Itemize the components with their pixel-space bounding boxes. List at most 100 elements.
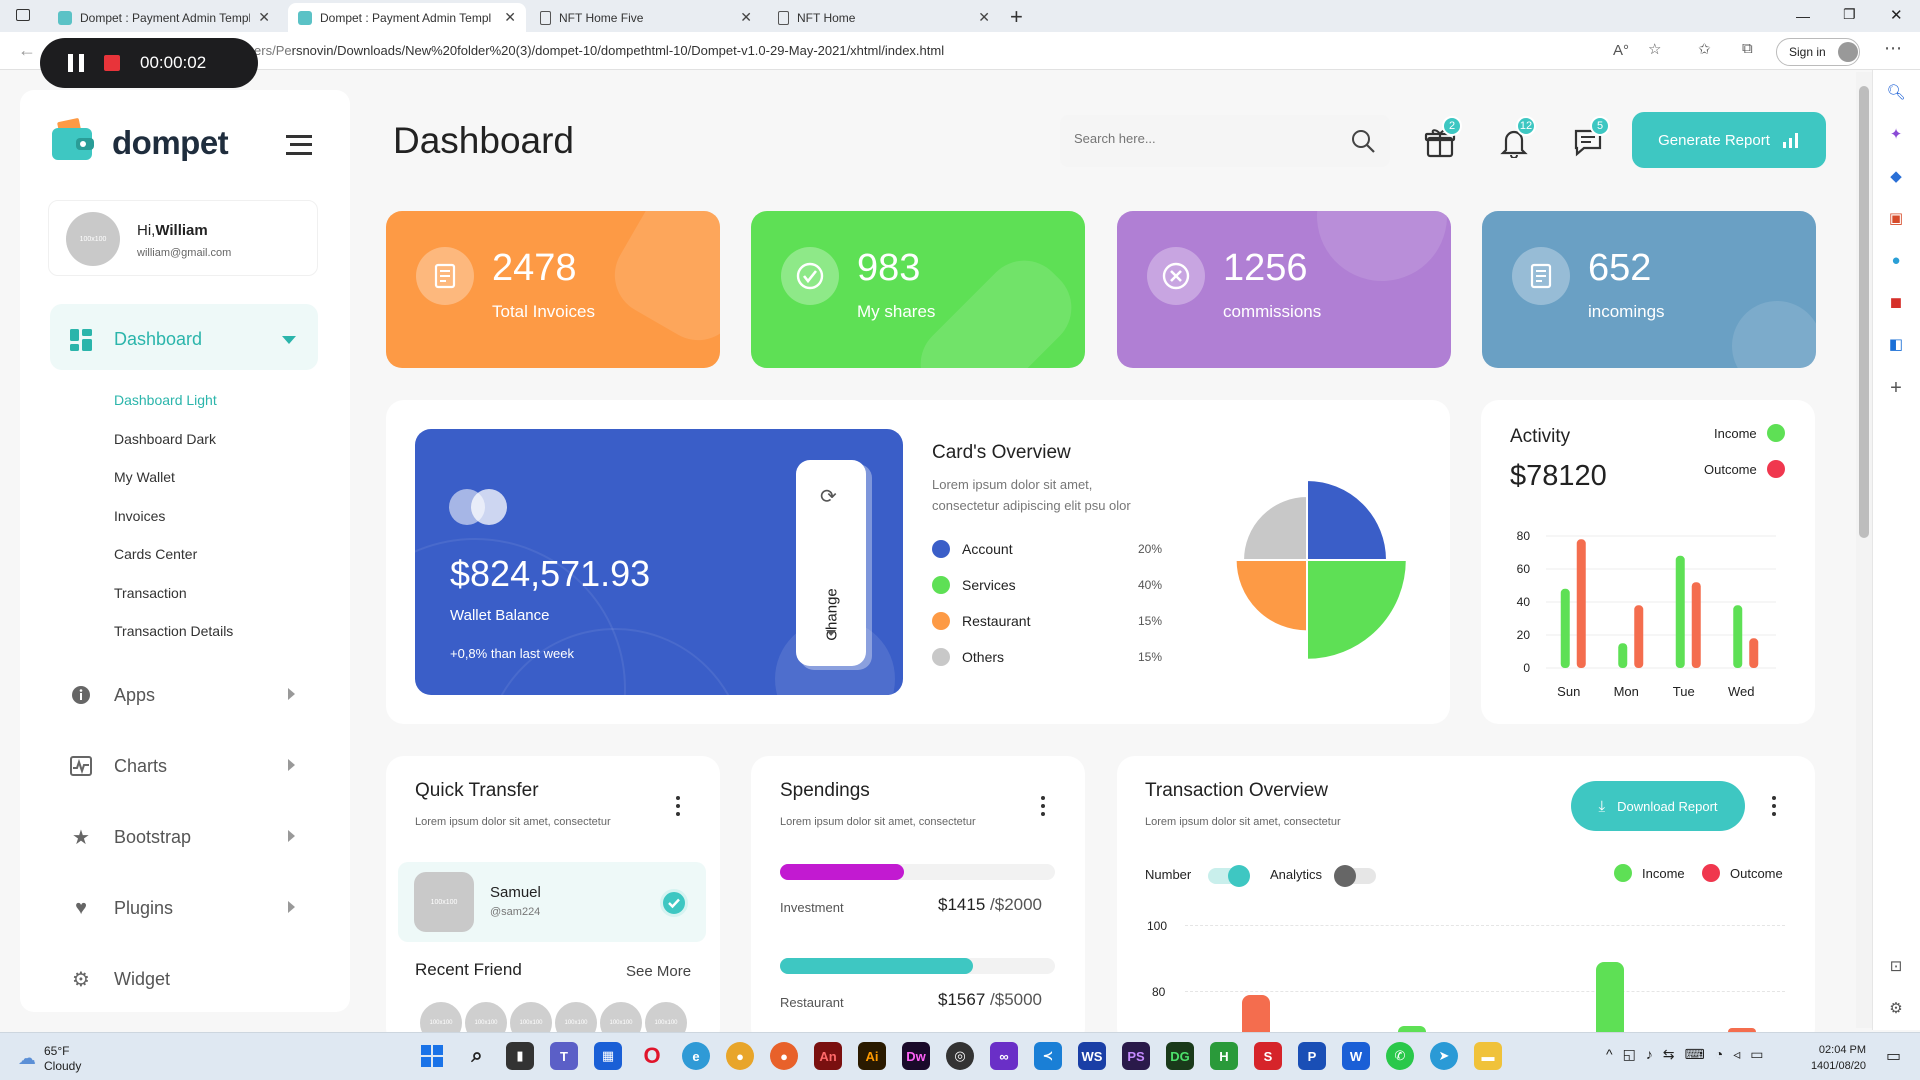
close-window-icon[interactable]: ✕ <box>1890 7 1903 24</box>
file-explorer-icon[interactable]: ▬ <box>1474 1042 1502 1070</box>
notification-center-icon[interactable]: ▭ <box>1886 1048 1902 1065</box>
browser-tab-1[interactable]: Dompet : Payment Admin Templ ✕ <box>48 3 280 32</box>
number-toggle[interactable] <box>1208 865 1250 887</box>
chrome-icon[interactable]: ● <box>726 1042 754 1070</box>
sidebar-item-charts[interactable]: Charts <box>70 755 167 777</box>
office-icon[interactable]: ◼ <box>1889 294 1903 311</box>
submenu-invoices[interactable]: Invoices <box>114 508 166 524</box>
weather-widget[interactable]: 65°F Cloudy <box>44 1044 81 1074</box>
new-tab-button[interactable]: + <box>1010 4 1023 29</box>
screen-recorder[interactable]: 00:00:02 <box>40 38 258 88</box>
see-more-link[interactable]: See More <box>626 963 692 980</box>
close-tab-icon[interactable]: ✕ <box>504 9 516 25</box>
visual-studio-icon[interactable]: ∞ <box>990 1042 1018 1070</box>
gift-icon[interactable] <box>1424 126 1456 158</box>
restore-icon[interactable]: ❐ <box>1843 6 1856 22</box>
dreamweaver-icon[interactable]: Dw <box>902 1042 930 1070</box>
bell-icon[interactable] <box>1498 126 1530 158</box>
store-icon[interactable]: ▦ <box>594 1042 622 1070</box>
stat-card-total-invoices[interactable]: 2478 Total Invoices <box>386 211 720 368</box>
edge-icon[interactable]: e <box>682 1042 710 1070</box>
close-tab-icon[interactable]: ✕ <box>978 9 990 25</box>
telegram-icon[interactable]: ➤ <box>1430 1042 1458 1070</box>
word-icon[interactable]: W <box>1342 1042 1370 1070</box>
opera-icon[interactable]: O <box>643 1043 661 1068</box>
sidebar-toggle-icon[interactable]: ⊡ <box>1889 958 1903 975</box>
generate-report-button[interactable]: Generate Report <box>1632 112 1826 168</box>
legend-label: Services <box>962 577 1016 593</box>
more-vertical-icon[interactable] <box>675 796 681 816</box>
submenu-transaction[interactable]: Transaction <box>114 585 187 601</box>
whatsapp-icon[interactable]: ✆ <box>1386 1042 1414 1070</box>
copilot-icon[interactable]: ✦ <box>1889 126 1903 143</box>
favorite-add-icon[interactable]: ☆ <box>1648 41 1662 58</box>
sidebar-item-bootstrap[interactable]: ★ Bootstrap <box>70 826 191 849</box>
chevron-right-icon <box>288 688 295 700</box>
browser-tab-3[interactable]: NFT Home Five ✕ <box>530 3 762 32</box>
stat-card-incomings[interactable]: 652 incomings <box>1482 211 1816 368</box>
close-tab-icon[interactable]: ✕ <box>740 9 752 25</box>
datagrip-icon[interactable]: DG <box>1166 1042 1194 1070</box>
sidebar-item-plugins[interactable]: ♥ Plugins <box>70 897 173 919</box>
sidebar-item-apps[interactable]: Apps <box>70 684 155 706</box>
search-icon[interactable]: ⌕ <box>471 1044 483 1067</box>
analytics-toggle[interactable] <box>1334 865 1376 887</box>
submenu-my-wallet[interactable]: My Wallet <box>114 469 175 485</box>
phpstorm-icon[interactable]: PS <box>1122 1042 1150 1070</box>
html-editor-icon[interactable]: H <box>1210 1042 1238 1070</box>
submenu-transaction-details[interactable]: Transaction Details <box>114 623 234 639</box>
windows-start-icon[interactable] <box>418 1042 446 1070</box>
tools-icon[interactable]: ▣ <box>1888 210 1904 227</box>
webstorm-icon[interactable]: WS <box>1078 1042 1106 1070</box>
more-options-icon[interactable]: ⋯ <box>1884 38 1902 58</box>
search-icon[interactable]: 🔍︎ <box>1886 84 1906 101</box>
sidebar-item-widget[interactable]: ⚙ Widget <box>70 968 170 991</box>
teams-icon[interactable]: T <box>550 1042 578 1070</box>
favorites-icon[interactable]: ✩ <box>1698 41 1711 58</box>
check-icon[interactable] <box>660 889 688 917</box>
stat-card-my-shares[interactable]: 983 My shares <box>751 211 1085 368</box>
minimize-icon[interactable]: — <box>1796 8 1810 24</box>
games-icon[interactable]: ● <box>1891 251 1901 269</box>
pause-icon[interactable] <box>68 54 84 72</box>
vscode-icon[interactable]: ≺ <box>1034 1042 1062 1070</box>
sidebar-item-dashboard[interactable] <box>50 304 318 370</box>
app-icon[interactable]: ◎ <box>946 1042 974 1070</box>
download-report-button[interactable]: ⤓ Download Report <box>1571 781 1745 831</box>
refresh-icon[interactable]: ⟳ <box>820 486 837 508</box>
more-vertical-icon[interactable] <box>1771 796 1777 816</box>
clock[interactable]: 02:04 PM 1401/08/20 <box>1780 1042 1866 1074</box>
sublime-icon[interactable]: S <box>1254 1042 1282 1070</box>
browser-tab-2[interactable]: Dompet : Payment Admin Templ ✕ <box>288 3 526 32</box>
user-card[interactable] <box>48 200 318 276</box>
hamburger-menu-icon[interactable] <box>286 135 312 155</box>
stop-icon[interactable] <box>104 55 120 71</box>
tab-actions-icon[interactable] <box>16 9 30 21</box>
add-icon[interactable]: + <box>1890 376 1902 399</box>
read-aloud-icon[interactable]: A° <box>1613 42 1630 59</box>
close-tab-icon[interactable]: ✕ <box>258 9 270 25</box>
search-input[interactable] <box>1074 131 1324 146</box>
system-tray-icons[interactable]: ^◱♪⇆⌨◔◃▭ <box>1606 1046 1774 1062</box>
settings-icon[interactable]: ⚙ <box>1889 1000 1903 1017</box>
sign-in-button[interactable]: Sign in <box>1776 38 1860 66</box>
transaction-overview-title: Transaction Overview <box>1145 780 1329 801</box>
submenu-dashboard-light[interactable]: Dashboard Light <box>114 392 217 408</box>
outlook-icon[interactable]: ◧ <box>1888 336 1904 353</box>
url-text[interactable]: File | C:/Users/Persnovin/Downloads/New%… <box>190 43 944 58</box>
firefox-icon[interactable]: ● <box>770 1042 798 1070</box>
task-view-icon[interactable]: ▮ <box>506 1042 534 1070</box>
more-vertical-icon[interactable] <box>1040 796 1046 816</box>
back-icon[interactable]: ← <box>18 40 36 60</box>
submenu-cards-center[interactable]: Cards Center <box>114 546 198 562</box>
stat-card-commissions[interactable]: 1256 commissions <box>1117 211 1451 368</box>
animate-icon[interactable]: An <box>814 1042 842 1070</box>
browser-tab-4[interactable]: NFT Home ✕ <box>768 3 1000 32</box>
submenu-dashboard-dark[interactable]: Dashboard Dark <box>114 431 216 447</box>
shopping-tag-icon[interactable]: ◆ <box>1890 168 1902 185</box>
scrollbar-thumb[interactable] <box>1859 86 1869 538</box>
illustrator-icon[interactable]: Ai <box>858 1042 886 1070</box>
publisher-icon[interactable]: P <box>1298 1042 1326 1070</box>
collections-icon[interactable]: ⧉ <box>1742 40 1753 57</box>
search-icon[interactable] <box>1350 128 1376 154</box>
